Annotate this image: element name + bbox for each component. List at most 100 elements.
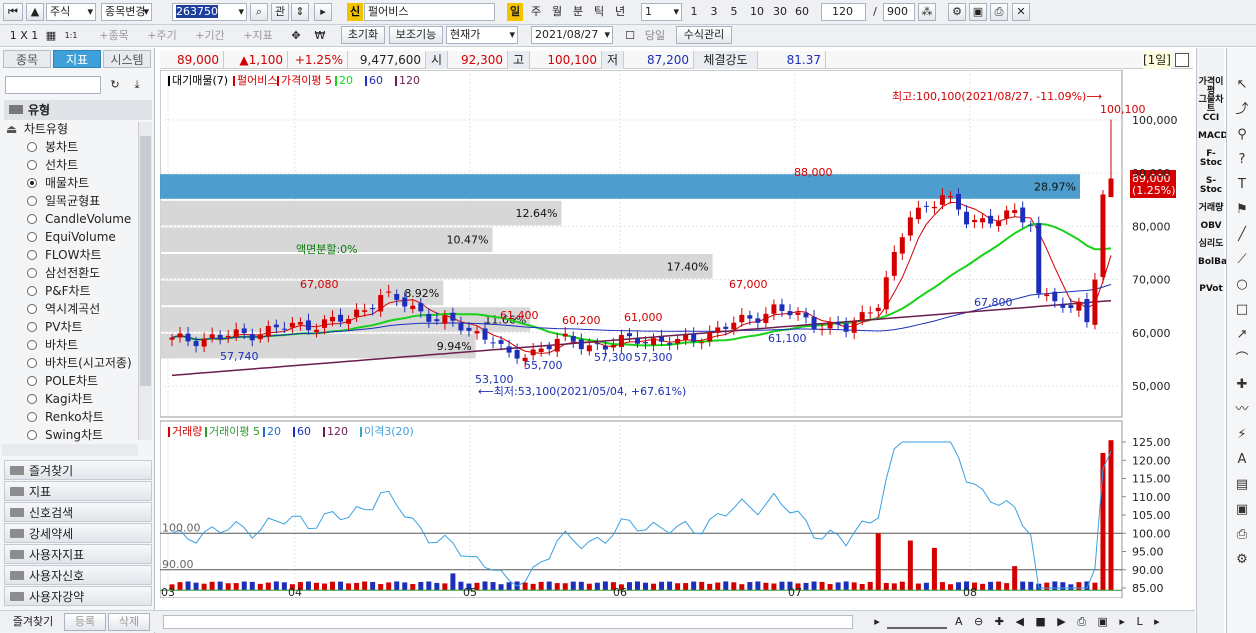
stock-name-field[interactable]: 펄어비스 bbox=[364, 3, 495, 21]
interval-select[interactable]: 1 ▾ bbox=[641, 3, 682, 21]
chart-type-item[interactable]: Swing차트 bbox=[0, 426, 140, 442]
formula-button[interactable]: 수식관리 bbox=[676, 26, 732, 44]
section-header[interactable]: 즐겨찾기 bbox=[4, 460, 152, 480]
today-checkbox[interactable]: ☐ bbox=[625, 29, 635, 42]
add-range-button[interactable]: +기간 bbox=[195, 29, 225, 42]
radio-icon[interactable] bbox=[27, 195, 37, 206]
watch-button[interactable]: 관 bbox=[271, 3, 289, 21]
cross-icon[interactable]: ✚ bbox=[1236, 377, 1248, 392]
add-stock-button[interactable]: +종목 bbox=[99, 29, 129, 42]
add-period-button[interactable]: +주기 bbox=[147, 29, 177, 42]
maximize-icon[interactable] bbox=[1175, 53, 1189, 67]
doc-icon[interactable]: ▤ bbox=[1235, 477, 1249, 492]
delete-button[interactable]: 삭제 bbox=[108, 613, 150, 631]
chart-type-item[interactable]: Kagi차트 bbox=[0, 390, 140, 408]
line2-icon[interactable]: ⟋ bbox=[1237, 252, 1247, 267]
market-select[interactable]: 주식 ▾ bbox=[46, 3, 96, 21]
prev-icon[interactable]: ⏮ bbox=[3, 3, 23, 21]
won-icon[interactable]: ₩ bbox=[314, 29, 326, 42]
download-icon[interactable]: ⤓ bbox=[134, 78, 140, 91]
cursor-icon[interactable]: ↖ bbox=[1236, 77, 1248, 92]
tree-scrollbar[interactable] bbox=[138, 122, 152, 440]
tab-indicator[interactable]: 지표 bbox=[53, 50, 101, 68]
indicator-shortcut[interactable]: MACD bbox=[1198, 131, 1228, 141]
price-type-select[interactable]: 현재가 ▾ bbox=[446, 26, 518, 44]
updown-icon[interactable]: ⇕ bbox=[291, 3, 309, 21]
chart-type-item[interactable]: 선차트 bbox=[0, 156, 140, 174]
settings-icon[interactable]: ⚙ bbox=[1236, 552, 1248, 567]
quick-interval[interactable]: 1 bbox=[690, 5, 698, 18]
flag-icon[interactable]: ⚑ bbox=[1236, 202, 1248, 217]
chart-type-item[interactable]: 바차트 bbox=[0, 336, 140, 354]
zoom-slider[interactable] bbox=[887, 615, 947, 629]
save-icon[interactable]: ▣ bbox=[1235, 502, 1249, 517]
chart-type-item[interactable]: 역시계곡선 bbox=[0, 300, 140, 318]
arc-icon[interactable]: ⌒ bbox=[1235, 352, 1249, 367]
radio-icon[interactable] bbox=[27, 231, 37, 242]
stock-code-input[interactable]: 263750 ▾ bbox=[172, 3, 247, 21]
group-header[interactable]: 유형 bbox=[4, 100, 152, 120]
up-icon[interactable]: ▲ bbox=[26, 3, 44, 21]
wave-icon[interactable]: 〰 bbox=[1235, 402, 1249, 417]
radio-icon[interactable] bbox=[27, 159, 37, 170]
line-icon[interactable]: ╱ bbox=[1238, 227, 1246, 242]
indicator-shortcut[interactable]: S-Stoc bbox=[1199, 176, 1223, 195]
period-minute[interactable]: 분 bbox=[572, 5, 584, 18]
chart-type-item[interactable]: Renko차트 bbox=[0, 408, 140, 426]
scroll-track[interactable] bbox=[163, 615, 853, 629]
indicator-shortcut[interactable]: BolBand bbox=[1198, 257, 1240, 267]
indicator-shortcut[interactable]: F-Stoc bbox=[1199, 149, 1223, 168]
quick-interval[interactable]: 3 bbox=[710, 5, 718, 18]
search-icon[interactable]: ⌕ bbox=[250, 3, 268, 21]
aux-button[interactable]: 보조기능 bbox=[389, 26, 443, 44]
chart-type-item[interactable]: POLE차트 bbox=[0, 372, 140, 390]
layout-label[interactable]: 1 X 1 bbox=[9, 29, 39, 42]
close-icon[interactable]: ✕ bbox=[1012, 3, 1030, 21]
radio-icon[interactable] bbox=[27, 411, 37, 422]
date-select[interactable]: 2021/08/27 ▾ bbox=[531, 26, 613, 44]
print-icon[interactable]: ⎙ bbox=[1236, 527, 1248, 542]
chart-type-item[interactable]: P&F차트 bbox=[0, 282, 140, 300]
radio-icon[interactable] bbox=[27, 339, 37, 350]
grid-icon[interactable]: ⁂ bbox=[918, 3, 936, 21]
chart-type-item[interactable]: FLOW차트 bbox=[0, 246, 140, 264]
radio-icon[interactable] bbox=[27, 321, 37, 332]
radio-icon[interactable] bbox=[27, 141, 37, 152]
tab-system[interactable]: 시스템 bbox=[103, 50, 151, 68]
section-header[interactable]: 강세약세 bbox=[4, 523, 152, 543]
chart-type-header[interactable]: ⏏ 차트유형 bbox=[6, 122, 68, 136]
circle-icon[interactable]: ○ bbox=[1236, 277, 1248, 292]
radio-icon[interactable] bbox=[27, 249, 37, 260]
chart-type-item[interactable]: PV차트 bbox=[0, 318, 140, 336]
stock-change-select[interactable]: 종목변경 ▾ bbox=[101, 3, 152, 21]
period-tick[interactable]: 틱 bbox=[593, 5, 605, 18]
favorites-button[interactable]: 즐겨찾기 bbox=[12, 615, 54, 628]
indicator-shortcut[interactable]: PVot bbox=[1199, 284, 1223, 294]
playback-controls[interactable]: A ⊖ ✚ ◀ ■ ▶ ⎙ ▣ ▸ L ▸ bbox=[955, 615, 1164, 628]
indicator-shortcut[interactable]: 가격이평 bbox=[1198, 77, 1224, 96]
auto-icon[interactable]: A bbox=[1237, 452, 1247, 467]
radio-icon[interactable] bbox=[27, 393, 37, 404]
radio-icon[interactable] bbox=[27, 177, 37, 188]
crosshair-icon[interactable]: ✥ bbox=[291, 29, 301, 42]
indicator-shortcut[interactable]: 심리도 bbox=[1198, 239, 1224, 249]
chart-type-item[interactable]: 일목균형표 bbox=[0, 192, 140, 210]
ratio-label[interactable]: 1:1 bbox=[64, 31, 78, 40]
fib-icon[interactable]: ⚲ bbox=[1237, 127, 1247, 142]
section-header[interactable]: 사용자신호 bbox=[4, 565, 152, 585]
tab-stock[interactable]: 종목 bbox=[3, 50, 51, 68]
radio-icon[interactable] bbox=[27, 213, 37, 224]
refresh-icon[interactable]: ↻ bbox=[110, 78, 120, 91]
period-year[interactable]: 년 bbox=[614, 5, 626, 18]
section-header[interactable]: 신호검색 bbox=[4, 502, 152, 522]
chart-type-item[interactable]: EquiVolume bbox=[0, 228, 140, 246]
radio-icon[interactable] bbox=[27, 267, 37, 278]
indicator-shortcut[interactable]: 거래량 bbox=[1198, 203, 1224, 213]
wave2-icon[interactable]: ⚡ bbox=[1237, 427, 1247, 442]
arrow-icon[interactable]: ▸ bbox=[314, 3, 332, 21]
section-header[interactable]: 사용자강약 bbox=[4, 586, 152, 606]
section-header[interactable]: 지표 bbox=[4, 481, 152, 501]
quick-interval[interactable]: 30 bbox=[773, 5, 787, 18]
indicator-shortcut[interactable]: OBV bbox=[1200, 221, 1222, 231]
chart-type-item[interactable]: 바차트(시고저종) bbox=[0, 354, 140, 372]
